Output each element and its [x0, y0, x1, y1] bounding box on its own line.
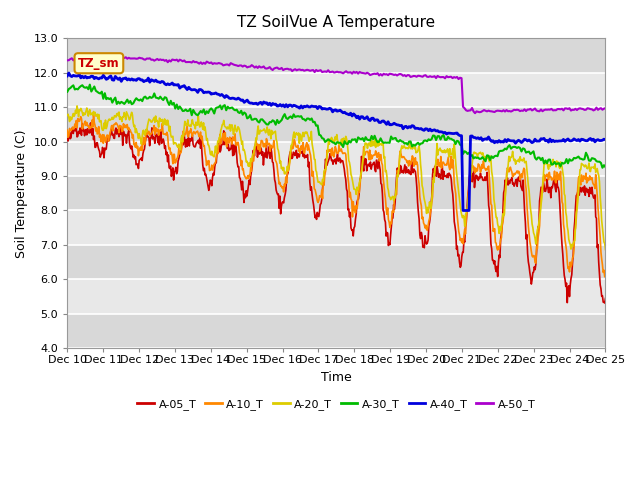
Text: TZ_sm: TZ_sm: [78, 57, 120, 70]
X-axis label: Time: Time: [321, 371, 352, 384]
Bar: [67, 107, 605, 142]
Bar: [67, 279, 605, 314]
Bar: [67, 142, 605, 176]
Bar: [67, 176, 605, 211]
Bar: [67, 245, 605, 279]
Bar: [67, 211, 605, 245]
Y-axis label: Soil Temperature (C): Soil Temperature (C): [15, 129, 28, 257]
Bar: [67, 314, 605, 348]
Legend: A-05_T, A-10_T, A-20_T, A-30_T, A-40_T, A-50_T: A-05_T, A-10_T, A-20_T, A-30_T, A-40_T, …: [133, 394, 540, 414]
Bar: [67, 72, 605, 107]
Bar: [67, 38, 605, 72]
Title: TZ SoilVue A Temperature: TZ SoilVue A Temperature: [237, 15, 435, 30]
